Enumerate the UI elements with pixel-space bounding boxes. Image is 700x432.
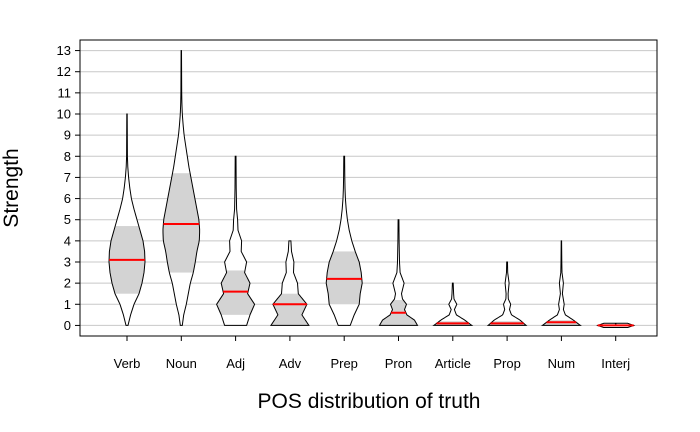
violin-outline	[216, 155, 256, 326]
y-tick-label: 8	[64, 149, 71, 164]
y-tick-label: 4	[64, 233, 71, 248]
x-axis-title: POS distribution of truth	[258, 390, 481, 413]
x-tick-label: Prep	[330, 356, 357, 371]
x-tick-label: Interj	[601, 356, 630, 371]
violin-prop	[486, 261, 528, 326]
y-tick-label: 2	[64, 276, 71, 291]
plot-frame	[79, 39, 658, 337]
violin-article	[432, 282, 474, 326]
y-tick-label: 10	[57, 107, 71, 122]
x-tick-label: Verb	[114, 356, 141, 371]
x-tick-label: Pron	[385, 356, 412, 371]
y-tick-label: 0	[64, 318, 71, 333]
violin-outline	[378, 219, 419, 326]
violin-outline	[325, 155, 363, 326]
x-tick-label: Prop	[493, 356, 520, 371]
violin-outline	[540, 240, 582, 326]
violin-body	[433, 283, 472, 326]
y-tick-label: 5	[64, 212, 71, 227]
violin-noun	[162, 50, 201, 326]
y-tick-label: 6	[64, 191, 71, 206]
y-axis-title: Strength	[0, 148, 23, 227]
violin-body	[379, 219, 418, 326]
violin-body	[542, 240, 581, 326]
violin-num	[540, 240, 582, 326]
x-tick-label: Num	[548, 356, 575, 371]
x-axis: Verb Noun Adj Adv Prep Pron Article Prop Num Inte…	[114, 336, 630, 371]
violins	[108, 50, 636, 329]
x-tick-label: Noun	[166, 356, 197, 371]
y-tick-label: 11	[58, 85, 72, 100]
y-tick-label: 9	[64, 128, 71, 143]
violin-prep	[325, 155, 363, 326]
violin-outline	[162, 50, 201, 326]
violin-outline	[108, 113, 146, 326]
plot-background	[80, 40, 657, 336]
y-tick-label: 3	[64, 255, 71, 270]
x-tick-label: Adv	[279, 356, 302, 371]
violin-outline	[269, 240, 310, 326]
y-tick-label: 1	[64, 297, 71, 312]
iqr-band	[326, 251, 363, 305]
violin-verb	[108, 113, 146, 326]
violin-adv	[269, 240, 310, 326]
y-tick-label: 7	[64, 170, 71, 185]
violin-body	[488, 262, 527, 326]
violin-outline	[432, 282, 474, 326]
violin-outline	[486, 261, 528, 326]
violin-interj	[596, 322, 636, 329]
x-tick-label: Article	[435, 356, 471, 371]
y-tick-label: 13	[57, 43, 71, 58]
x-tick-label: Adj	[226, 356, 245, 371]
y-tick-label: 12	[57, 64, 71, 79]
